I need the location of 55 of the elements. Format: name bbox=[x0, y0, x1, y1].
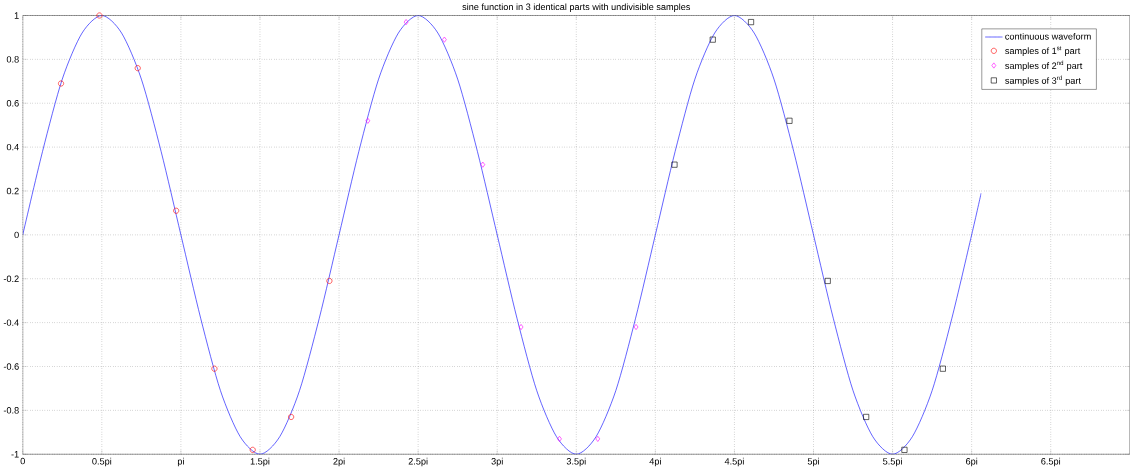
y-tick-label: -0.2 bbox=[3, 275, 19, 283]
point bbox=[211, 365, 218, 372]
chart-title: sine function in 3 identical parts with undivisible samples bbox=[462, 3, 691, 13]
point bbox=[403, 19, 409, 26]
x-tick-label: 6pi bbox=[966, 457, 978, 467]
point bbox=[134, 65, 141, 72]
x-tick-label: 0 bbox=[20, 457, 25, 465]
y-tick-label: -1 bbox=[11, 451, 19, 458]
point bbox=[326, 278, 333, 285]
y-tick-label: 0.2 bbox=[6, 187, 19, 195]
point bbox=[442, 36, 447, 43]
point bbox=[671, 161, 678, 168]
point bbox=[595, 436, 601, 442]
y-tick-label: -0.8 bbox=[3, 407, 19, 414]
y-tick-label: 0.8 bbox=[6, 56, 19, 63]
x-tick-label: 2pi bbox=[333, 457, 345, 467]
y-tick-label: -0.4 bbox=[3, 319, 19, 326]
x-tick-label: 6.5pi bbox=[1041, 457, 1061, 467]
x-tick-label: 4.5pi bbox=[724, 457, 744, 467]
point bbox=[173, 207, 180, 214]
x-tick-label: 2.5pi bbox=[408, 457, 428, 467]
point bbox=[518, 324, 524, 331]
point bbox=[939, 365, 946, 372]
point bbox=[58, 80, 64, 87]
point bbox=[824, 278, 831, 285]
y-tick-label: 0 bbox=[14, 231, 19, 239]
x-tick-label: 3pi bbox=[491, 457, 503, 467]
x-tick-label: 4pi bbox=[649, 457, 661, 467]
legend-label: samples of 1$^{st}$ part bbox=[1005, 46, 1081, 57]
point bbox=[863, 414, 870, 421]
point bbox=[288, 414, 295, 421]
point bbox=[365, 117, 371, 124]
point bbox=[480, 161, 486, 168]
y-tick-label: -0.6 bbox=[3, 363, 19, 370]
x-tick-label: 5.5pi bbox=[883, 457, 902, 467]
point bbox=[748, 19, 754, 26]
y-tick-label: 1 bbox=[14, 12, 19, 19]
x-tick-label: 5pi bbox=[807, 457, 819, 467]
point bbox=[633, 324, 639, 331]
legend-label: samples of 3$^{rd}$ part bbox=[1005, 75, 1081, 86]
legend-label: samples of 2$^{nd}$ part bbox=[1005, 60, 1083, 71]
point bbox=[901, 447, 908, 453]
line-series bbox=[22, 15, 982, 455]
point bbox=[557, 436, 562, 442]
x-tick-label: 1.5pi bbox=[250, 457, 270, 467]
x-tick-label: 3.5pi bbox=[566, 457, 586, 467]
point bbox=[786, 117, 793, 124]
x-tick-label: 0.5pi bbox=[92, 457, 112, 467]
y-tick-label: 0.4 bbox=[6, 144, 19, 151]
x-tick-label: pi bbox=[177, 457, 184, 467]
point bbox=[96, 12, 103, 19]
y-tick-label: 0.6 bbox=[6, 100, 19, 107]
legend-label: continuous waveform bbox=[1005, 33, 1091, 40]
point bbox=[709, 36, 716, 43]
point bbox=[249, 447, 256, 453]
